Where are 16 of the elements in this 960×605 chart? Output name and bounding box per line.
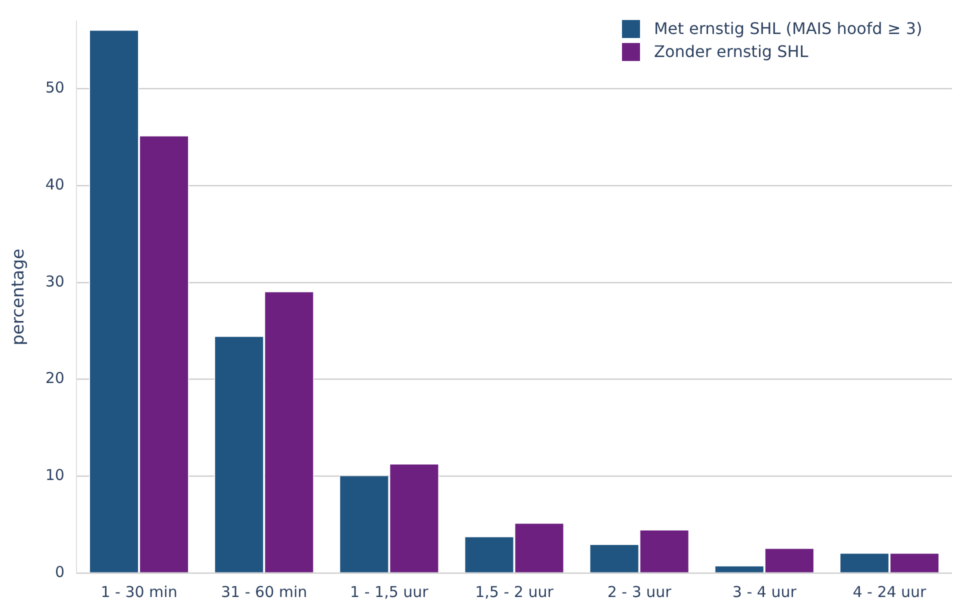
y-tick-label: 10 [45, 466, 64, 484]
y-tick-label: 50 [45, 78, 64, 97]
x-tick-label: 31 - 60 min [221, 582, 308, 601]
y-tick-label: 0 [54, 562, 64, 581]
legend-label: Zonder ernstig SHL [654, 42, 808, 61]
x-tick-label: 3 - 4 uur [732, 582, 798, 601]
y-tick-label: 30 [45, 272, 64, 290]
legend-label: Met ernstig SHL (MAIS hoofd ≥ 3) [654, 19, 922, 38]
x-tick-label: 1,5 - 2 uur [475, 582, 554, 601]
x-tick-label: 2 - 3 uur [607, 582, 672, 601]
y-axis-title: percentage [8, 248, 29, 346]
y-tick-label: 20 [45, 369, 64, 388]
x-tick-label: 1 - 1,5 uur [350, 582, 430, 601]
x-tick-label: 1 - 30 min [100, 582, 178, 601]
y-tick-label: 40 [45, 176, 64, 194]
x-tick-label: 4 - 24 uur [852, 582, 928, 601]
